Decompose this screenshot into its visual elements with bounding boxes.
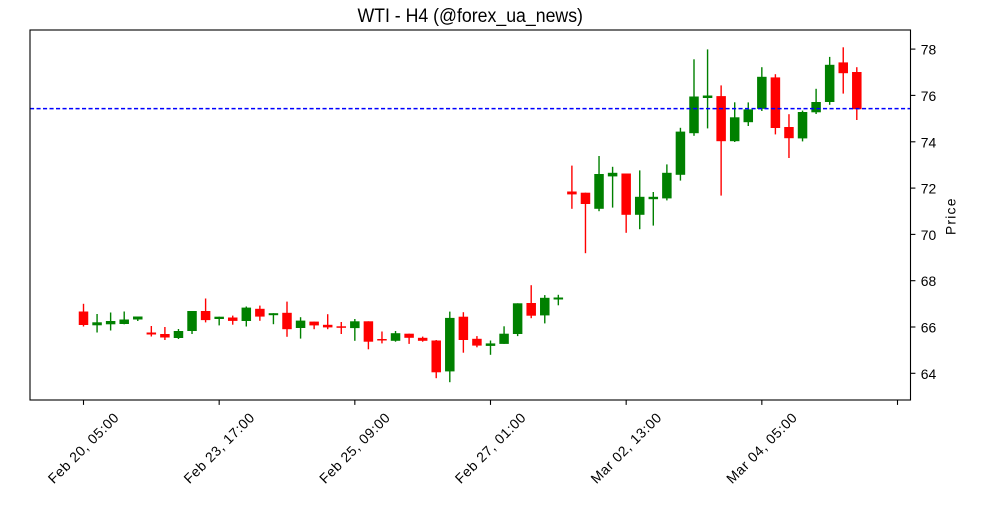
svg-text:Price: Price (943, 197, 959, 235)
svg-text:64: 64 (921, 366, 937, 382)
svg-text:72: 72 (921, 181, 937, 197)
svg-text:68: 68 (921, 273, 937, 289)
svg-text:74: 74 (921, 134, 937, 150)
svg-text:WTI - H4 (@forex_ua_news): WTI - H4 (@forex_ua_news) (357, 5, 583, 27)
svg-text:76: 76 (921, 88, 937, 104)
svg-text:78: 78 (921, 42, 937, 58)
svg-text:70: 70 (921, 227, 937, 243)
svg-text:66: 66 (921, 320, 937, 336)
